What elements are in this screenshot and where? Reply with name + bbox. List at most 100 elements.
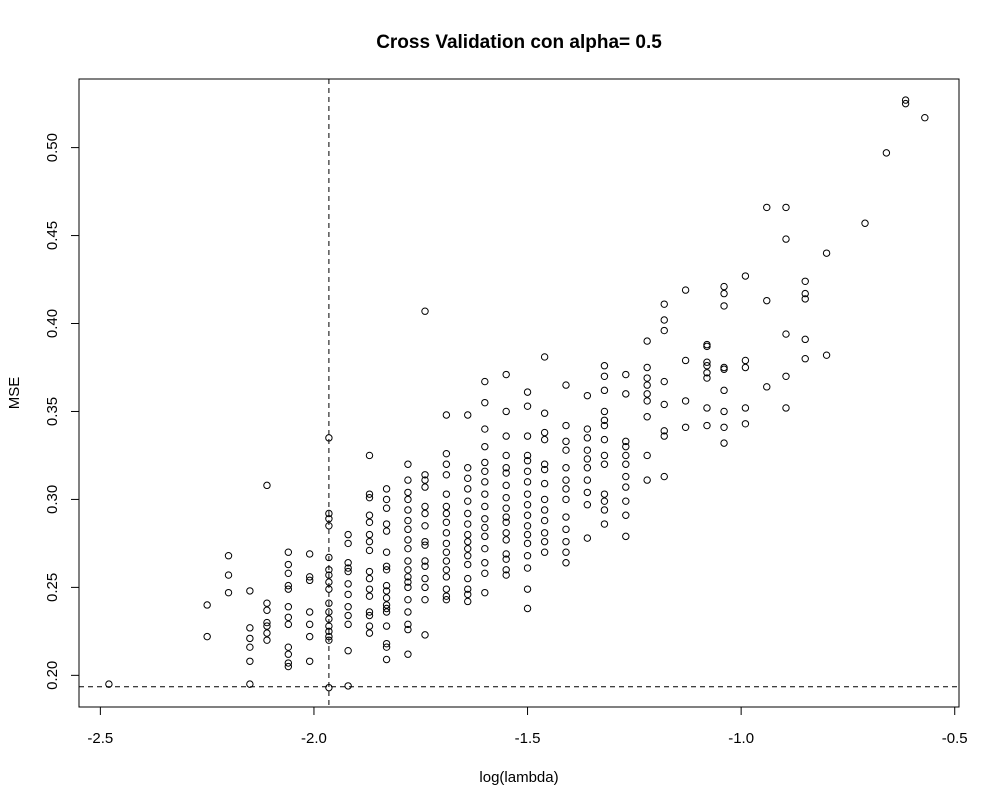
data-point	[502, 481, 510, 490]
x-tick-label: -1.5	[515, 730, 541, 747]
data-point	[464, 537, 472, 546]
data-point	[481, 515, 489, 523]
data-point	[583, 391, 592, 400]
data-point	[404, 476, 412, 484]
data-point	[365, 493, 374, 502]
data-point	[643, 413, 651, 421]
data-point	[600, 497, 609, 505]
data-point	[540, 409, 549, 417]
data-point	[382, 504, 391, 512]
data-point	[325, 608, 333, 616]
data-point	[502, 536, 510, 544]
data-point	[284, 662, 293, 671]
data-point	[681, 286, 690, 294]
y-tick-label: 0.20	[44, 661, 61, 690]
data-point	[421, 574, 429, 583]
data-point	[365, 608, 374, 616]
x-tick-label: -0.5	[942, 730, 968, 747]
data-point	[325, 553, 333, 562]
data-point	[600, 386, 609, 395]
data-point	[763, 296, 771, 305]
data-point	[404, 557, 412, 565]
data-point	[523, 388, 532, 396]
data-point	[782, 330, 790, 338]
data-point	[741, 356, 750, 365]
data-point	[562, 485, 570, 493]
data-point	[562, 495, 570, 504]
data-point	[583, 501, 592, 509]
y-axis: 0.20 0.25 0.30 0.35 0.40 0.45 0.50	[44, 133, 80, 690]
data-point	[404, 460, 412, 468]
data-point	[660, 432, 668, 440]
data-point	[502, 407, 510, 416]
data-point	[382, 655, 391, 664]
data-point	[703, 362, 711, 370]
data-point	[203, 601, 211, 609]
data-point	[481, 490, 489, 498]
data-point	[382, 643, 391, 651]
data-point	[540, 529, 549, 537]
data-point	[660, 377, 668, 386]
data-point	[382, 527, 391, 535]
data-point	[583, 464, 592, 472]
data-point	[325, 627, 333, 636]
data-point	[464, 544, 472, 553]
data-point	[681, 356, 690, 365]
data-point	[660, 400, 668, 409]
data-point	[782, 404, 790, 412]
data-point	[365, 530, 374, 539]
data-point	[583, 434, 592, 442]
data-point	[404, 608, 412, 616]
data-point	[464, 520, 472, 528]
data-point	[643, 451, 651, 460]
data-point	[442, 502, 451, 511]
data-point	[325, 509, 333, 518]
data-point	[442, 460, 451, 468]
data-point	[600, 506, 609, 514]
data-point	[523, 501, 532, 509]
data-point	[861, 219, 869, 227]
data-point	[681, 397, 690, 405]
data-point	[325, 683, 333, 692]
data-point	[464, 411, 472, 419]
data-point	[344, 603, 352, 611]
data-point	[481, 425, 489, 433]
data-point	[284, 603, 293, 611]
y-tick-label: 0.25	[44, 573, 61, 602]
data-point	[421, 583, 429, 592]
data-point	[404, 650, 412, 658]
data-point	[421, 541, 429, 549]
data-point	[284, 581, 293, 590]
data-point	[464, 560, 472, 569]
data-point	[325, 622, 333, 630]
data-point	[481, 467, 489, 475]
data-point	[325, 571, 333, 579]
data-point	[523, 522, 532, 530]
data-point	[660, 326, 668, 335]
data-point	[720, 423, 728, 432]
data-point	[540, 435, 549, 444]
data-point	[562, 537, 570, 546]
data-point	[801, 277, 809, 285]
data-point	[801, 354, 809, 363]
data-point	[562, 476, 570, 484]
data-point	[325, 615, 333, 623]
data-point	[404, 544, 412, 553]
data-point	[720, 302, 728, 310]
data-point	[442, 490, 451, 498]
data-point	[442, 539, 451, 548]
data-point	[344, 539, 352, 548]
data-point	[540, 479, 549, 488]
data-point	[481, 569, 489, 578]
data-point	[284, 620, 293, 629]
data-point	[344, 580, 352, 588]
data-point	[421, 557, 429, 565]
data-point	[540, 548, 549, 556]
data-point	[382, 581, 391, 590]
data-point	[540, 428, 549, 437]
data-point	[481, 458, 489, 467]
data-point	[822, 249, 831, 257]
data-point	[703, 369, 711, 377]
data-point	[382, 587, 391, 595]
data-point	[365, 585, 374, 593]
